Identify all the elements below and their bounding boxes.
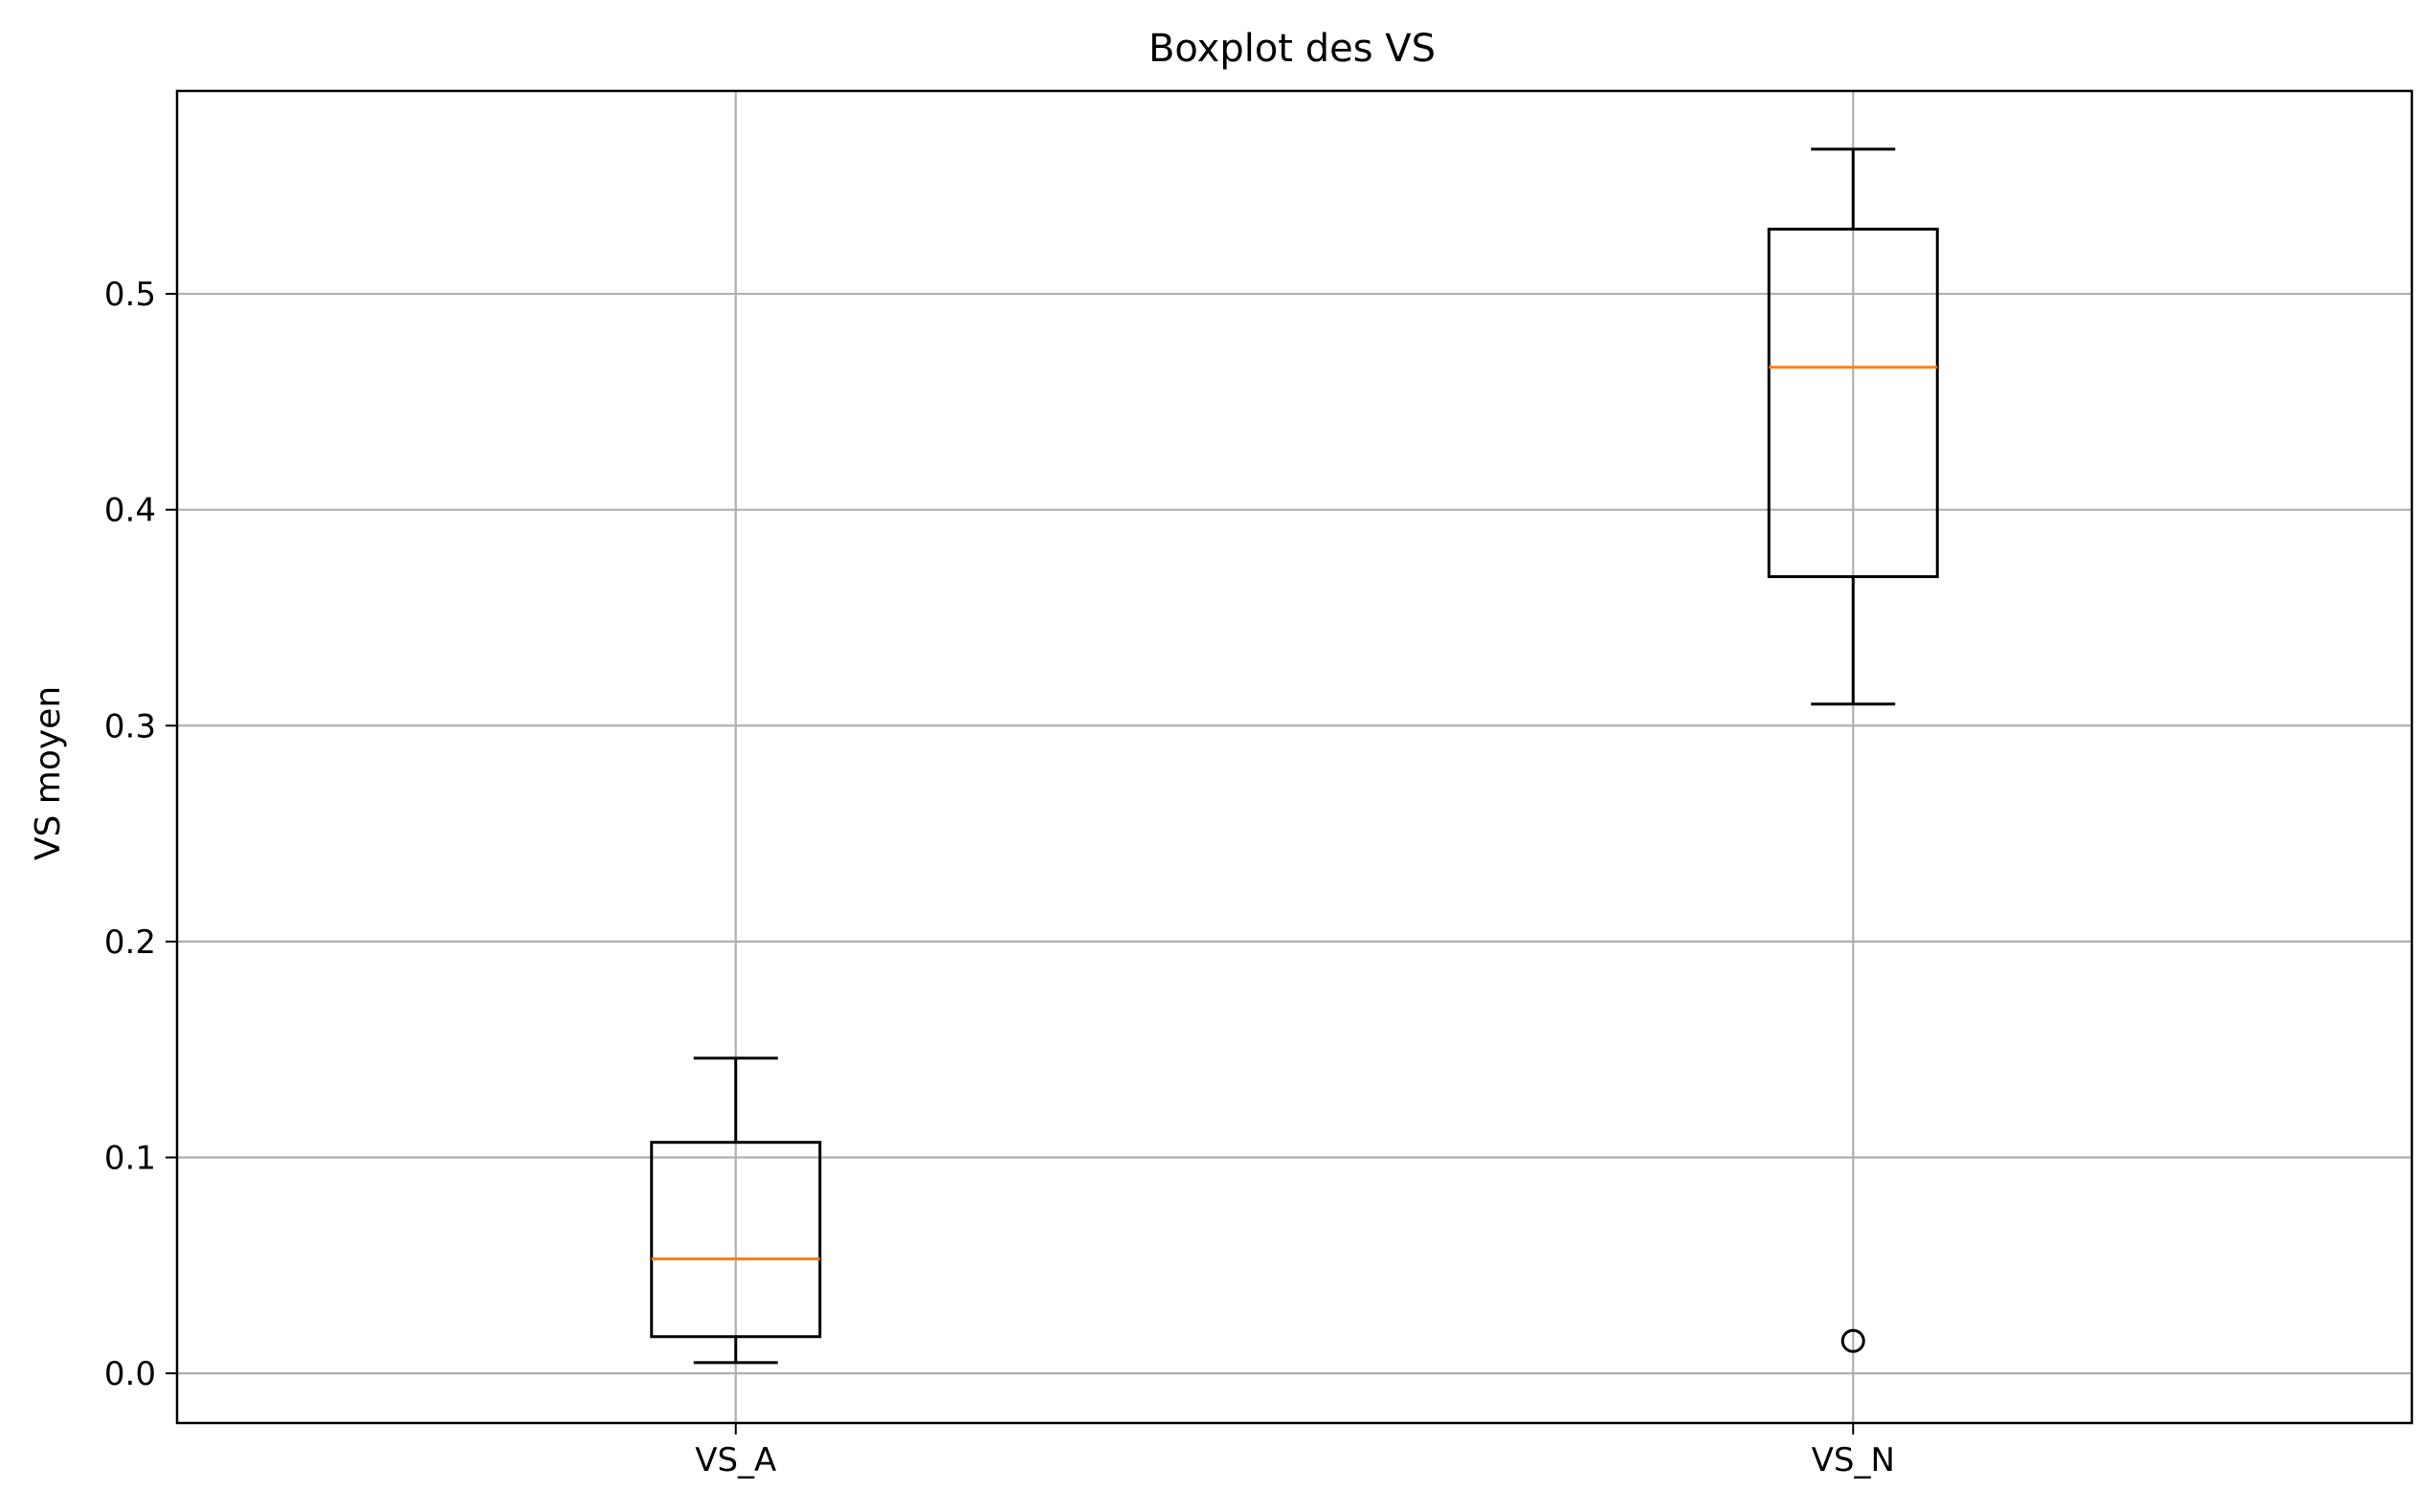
box-vs-n (1767, 147, 1939, 1353)
plot-frame (175, 89, 2414, 1425)
y-axis-label: VS moyen (29, 686, 68, 860)
iqr-box (650, 1141, 822, 1339)
y-tick-label: 0.2 (104, 923, 156, 962)
x-tick-label: VS_N (1812, 1441, 1895, 1479)
y-tick-label: 0.3 (104, 707, 156, 745)
box-series (650, 147, 1939, 1365)
y-tick-label: 0.5 (104, 276, 156, 314)
box-vs-a (650, 1056, 822, 1365)
y-tick-label: 0.1 (104, 1140, 156, 1178)
y-tick-label: 0.0 (104, 1355, 156, 1393)
x-tick-label: VS_A (695, 1441, 776, 1479)
axes: 0.0 0.1 0.2 0.3 0.4 0.5 VS_A VS_N (104, 89, 2414, 1479)
grid-lines (177, 91, 2412, 1423)
iqr-box (1767, 227, 1939, 579)
y-tick-label: 0.4 (104, 492, 156, 530)
chart-title: Boxplot des VS (1148, 27, 1436, 71)
outlier-point (1840, 1328, 1865, 1353)
